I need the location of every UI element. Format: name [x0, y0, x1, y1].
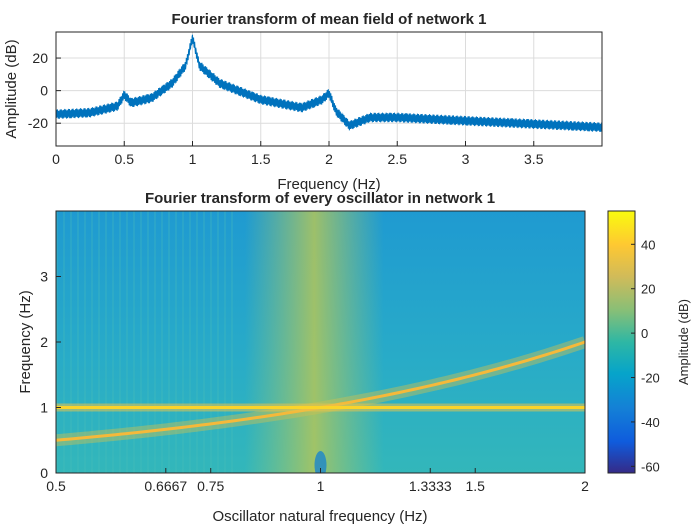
heatmap-y-axis-label: Frequency (Hz): [17, 290, 34, 393]
heatmap-x-tick-label: 1.3333: [409, 478, 452, 494]
colorbar-ticks: 40 20 0 -20 -40 -60: [631, 237, 660, 474]
oscillator-spectrum-panel: Fourier transform of every oscillator in…: [17, 190, 691, 525]
heatmap-title: Fourier transform of every oscillator in…: [145, 190, 495, 207]
top-y-tick-label: 20: [32, 50, 48, 66]
heatmap-image: [56, 211, 585, 473]
colorbar-tick-label: 40: [641, 237, 655, 252]
colorbar: 40 20 0 -20 -40 -60 Amplitude (dB): [607, 210, 691, 474]
heatmap-x-tick-label: 0.5: [46, 478, 66, 494]
top-x-tick-label: 2.5: [388, 151, 408, 167]
heatmap-x-tick-label: 1: [317, 478, 325, 494]
top-x-tick-label: 0: [52, 151, 60, 167]
heatmap-stripe: [126, 211, 128, 473]
heatmap-stripe: [70, 211, 72, 473]
heatmap-stripe: [217, 211, 219, 473]
colorbar-tick-label: -40: [641, 415, 660, 430]
heatmap-x-tick-label: 0.6667: [144, 478, 187, 494]
heatmap-resonance-band: [244, 211, 384, 473]
colorbar-label: Amplitude (dB): [676, 299, 691, 385]
heatmap-stripe: [203, 211, 205, 473]
colorbar-box: [607, 210, 636, 474]
heatmap-stripe: [112, 211, 114, 473]
top-x-ticks: 0 0.5 1 1.5 2 2.5 3 3.5: [52, 141, 544, 167]
heatmap-stripe: [91, 211, 93, 473]
top-x-tick-label: 0.5: [115, 151, 135, 167]
heatmap-stripe: [224, 211, 226, 473]
heatmap-stripe: [210, 211, 212, 473]
top-y-tick-label: -20: [28, 115, 48, 131]
heatmap-stripe: [182, 211, 184, 473]
colorbar-tick-label: -20: [641, 371, 660, 386]
heatmap-stripe: [105, 211, 107, 473]
heatmap-stripe: [147, 211, 149, 473]
colorbar-tick-label: 0: [641, 326, 648, 341]
heatmap-stripe: [196, 211, 198, 473]
heatmap-stripe: [84, 211, 86, 473]
heatmap-low-frequency-dip: [314, 451, 327, 473]
heatmap-y-tick-label: 3: [40, 269, 48, 285]
heatmap-y-tick-label: 0: [40, 465, 48, 481]
heatmap-stripe: [231, 211, 233, 473]
heatmap-stripe: [119, 211, 121, 473]
heatmap-stripe: [161, 211, 163, 473]
top-x-tick-label: 3: [462, 151, 470, 167]
heatmap-stripe: [189, 211, 191, 473]
heatmap-stripe: [140, 211, 142, 473]
heatmap-stripe: [98, 211, 100, 473]
heatmap-mean-field-line: [56, 406, 585, 409]
heatmap-x-tick-label: 0.75: [197, 478, 224, 494]
top-y-axis-label: Amplitude (dB): [3, 39, 20, 138]
top-x-axis-label: Frequency (Hz): [277, 176, 380, 193]
colorbar-gradient: [608, 211, 635, 473]
heatmap-column-stripes: [56, 211, 233, 473]
mean-field-spectrum-line: [55, 34, 603, 133]
mean-field-spectrum-panel: Fourier transform of mean field of netwo…: [3, 11, 603, 193]
top-y-ticks: 20 0 -20: [28, 50, 61, 131]
heatmap-x-tick-label: 2: [581, 478, 589, 494]
heatmap-stripe: [133, 211, 135, 473]
heatmap-y-tick-label: 1: [40, 400, 48, 416]
colorbar-tick-label: -60: [641, 459, 660, 474]
top-y-tick-label: 0: [40, 83, 48, 99]
top-x-tick-label: 2: [325, 151, 333, 167]
heatmap-y-ticks: 0 1 2 3: [40, 269, 61, 481]
heatmap-y-tick-label: 2: [40, 334, 48, 350]
top-x-tick-label: 1.5: [251, 151, 271, 167]
heatmap-x-ticks: 0.5 0.6667 0.75 1 1.3333 1.5 2: [46, 468, 589, 494]
heatmap-stripe: [63, 211, 65, 473]
heatmap-stripe: [175, 211, 177, 473]
top-chart-title: Fourier transform of mean field of netwo…: [171, 11, 486, 28]
heatmap-stripe: [154, 211, 156, 473]
top-x-tick-label: 3.5: [524, 151, 544, 167]
heatmap-x-tick-label: 1.5: [465, 478, 485, 494]
top-x-tick-label: 1: [189, 151, 197, 167]
heatmap-x-axis-label: Oscillator natural frequency (Hz): [212, 508, 427, 525]
colorbar-tick-label: 20: [641, 282, 655, 297]
heatmap-stripe: [168, 211, 170, 473]
heatmap-stripe: [77, 211, 79, 473]
